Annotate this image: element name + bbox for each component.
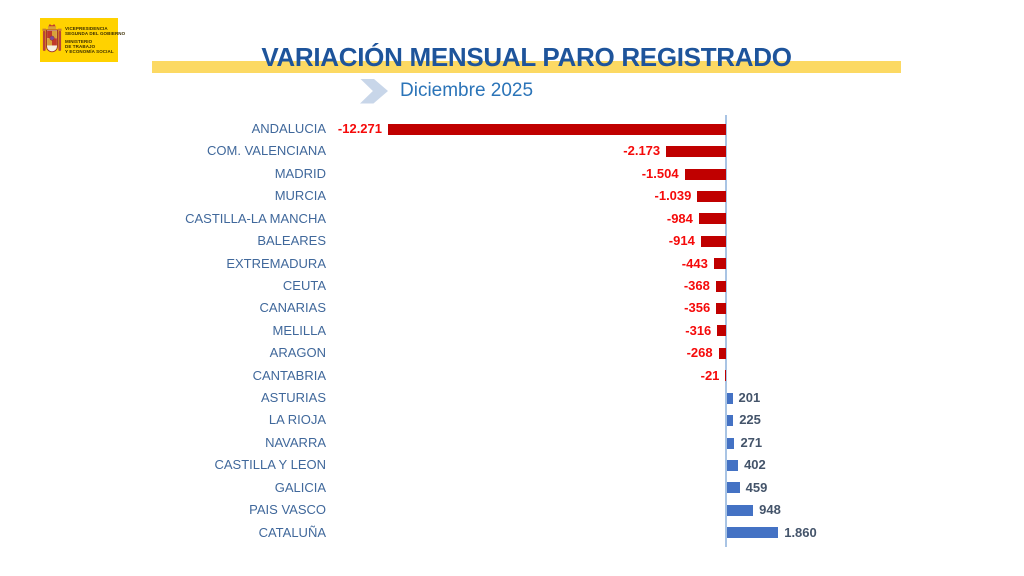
value-label: 271 xyxy=(740,434,763,450)
logo-ministry-line: DE TRABAJO xyxy=(65,44,96,49)
value-label: -12.271 xyxy=(337,121,382,136)
category-label: LA RIOJA xyxy=(268,412,326,428)
value-label: -914 xyxy=(668,233,695,249)
category-label: CANARIAS xyxy=(259,300,326,316)
bar xyxy=(727,460,739,471)
value-label: 459 xyxy=(745,479,768,495)
category-label: ANDALUCIA xyxy=(251,121,326,136)
subtitle: Diciembre 2025 xyxy=(400,80,534,101)
page-title: VARIACIÓN MENSUAL PARO REGISTRADO xyxy=(261,42,792,72)
value-label: 1.860 xyxy=(784,524,817,540)
bar xyxy=(684,168,726,180)
bar xyxy=(727,415,734,427)
title-underline-band xyxy=(152,61,901,73)
logo-ministry-line: Y ECONOMÍA SOCIAL xyxy=(65,49,114,54)
category-label: CANTABRIA xyxy=(252,367,326,383)
bar xyxy=(717,325,726,337)
bar xyxy=(718,347,726,359)
bar xyxy=(727,482,740,494)
bar xyxy=(713,258,726,270)
category-label: EXTREMADURA xyxy=(226,255,326,271)
category-label: MURCIA xyxy=(274,188,326,204)
value-label: 225 xyxy=(739,412,761,428)
category-label: MADRID xyxy=(274,165,326,181)
value-label: -368 xyxy=(683,277,710,293)
category-label: COM. VALENCIANA xyxy=(207,143,326,159)
bar xyxy=(716,303,726,315)
value-label: 201 xyxy=(738,390,761,406)
value-label: -984 xyxy=(666,210,693,226)
logo-ministry-line: MINISTERIO xyxy=(65,39,93,44)
logo-org-line: SEGUNDA DEL GOBIERNO xyxy=(65,31,126,36)
bar xyxy=(727,437,735,449)
value-label: -1.039 xyxy=(654,188,692,204)
value-label: -2.173 xyxy=(623,143,661,159)
bar xyxy=(666,146,726,158)
subtitle-row: Diciembre 2025 xyxy=(360,78,533,104)
category-label: CASTILLA Y LEON xyxy=(214,457,326,473)
category-label: ARAGON xyxy=(269,345,326,361)
bar xyxy=(700,235,726,247)
category-label: CEUTA xyxy=(282,277,326,293)
category-label: PAIS VASCO xyxy=(249,502,326,518)
value-label: -268 xyxy=(686,345,713,361)
value-label: 948 xyxy=(759,502,781,518)
logo-text: VICEPRESIDENCIA SEGUNDA DEL GOBIERNO MIN… xyxy=(65,26,125,54)
bar xyxy=(698,213,726,225)
axis-baseline xyxy=(725,115,727,547)
value-label: -356 xyxy=(684,300,711,316)
category-label: MELILLA xyxy=(272,322,326,338)
value-label: 402 xyxy=(744,457,766,473)
bar xyxy=(388,123,726,135)
value-label: -316 xyxy=(685,322,712,338)
category-label: GALICIA xyxy=(274,479,326,495)
category-label: BALEARES xyxy=(257,233,326,249)
category-label: CATALUÑA xyxy=(258,524,326,540)
bar xyxy=(727,504,754,516)
category-label: ASTURIAS xyxy=(260,390,326,406)
bar xyxy=(697,190,726,202)
bar xyxy=(727,392,733,404)
bar xyxy=(727,527,779,539)
value-label: -1.504 xyxy=(641,165,679,181)
spain-coat-of-arms-icon xyxy=(42,24,62,53)
category-label: NAVARRA xyxy=(265,434,326,450)
gobierno-espana-logo: VICEPRESIDENCIA SEGUNDA DEL GOBIERNO MIN… xyxy=(40,18,125,62)
value-label: -21 xyxy=(700,367,720,383)
value-label: -443 xyxy=(681,255,708,271)
category-label: CASTILLA-LA MANCHA xyxy=(185,210,326,226)
bar xyxy=(725,370,726,382)
bar xyxy=(715,280,726,292)
logo-org-line: VICEPRESIDENCIA xyxy=(65,26,108,31)
